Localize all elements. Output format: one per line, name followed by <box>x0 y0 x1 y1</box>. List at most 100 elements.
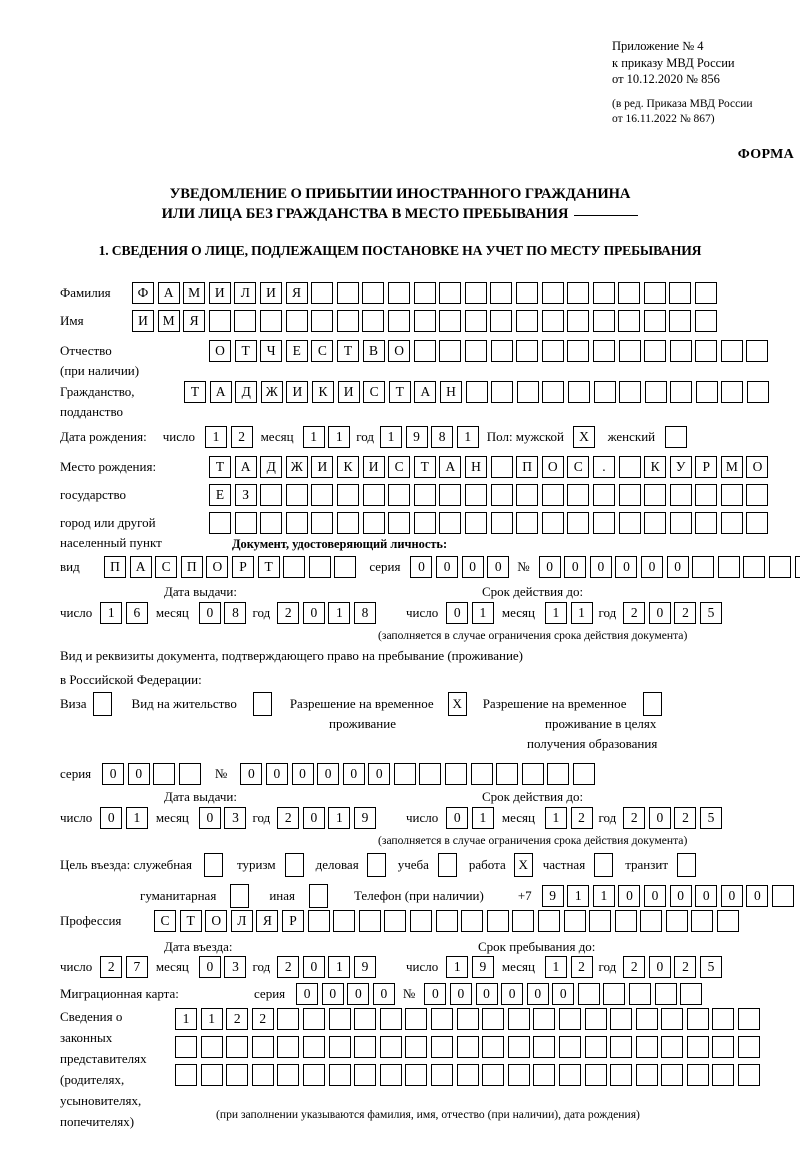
char-box[interactable]: 1 <box>302 426 325 448</box>
char-box[interactable] <box>328 1036 351 1058</box>
char-box[interactable]: 1 <box>544 602 567 624</box>
char-box[interactable] <box>490 310 513 332</box>
char-box[interactable]: 2 <box>570 956 593 978</box>
char-box[interactable] <box>686 1064 709 1086</box>
char-box[interactable] <box>464 512 487 534</box>
char-box[interactable] <box>618 456 641 478</box>
char-box[interactable]: 1 <box>328 807 351 829</box>
char-box[interactable]: 1 <box>125 807 148 829</box>
char-box[interactable] <box>769 556 792 578</box>
char-box[interactable] <box>379 1008 402 1030</box>
char-box[interactable]: 0 <box>644 885 667 907</box>
purpose-official-checkbox[interactable] <box>203 853 223 877</box>
char-box[interactable] <box>175 1036 197 1058</box>
char-box[interactable] <box>388 512 411 534</box>
char-box[interactable]: С <box>567 456 590 478</box>
char-box[interactable]: 1 <box>200 1008 223 1030</box>
char-box[interactable]: 0 <box>368 763 391 785</box>
char-box[interactable]: А <box>414 381 437 403</box>
char-box[interactable] <box>209 512 231 534</box>
char-box[interactable] <box>558 1036 581 1058</box>
char-box[interactable] <box>464 340 487 362</box>
char-box[interactable]: 2 <box>100 956 123 978</box>
char-box[interactable] <box>413 512 436 534</box>
char-box[interactable]: 1 <box>446 956 469 978</box>
char-box[interactable]: 0 <box>410 556 433 578</box>
char-box[interactable] <box>405 1008 428 1030</box>
char-box[interactable]: 2 <box>674 807 697 829</box>
char-box[interactable]: 0 <box>296 983 319 1005</box>
char-box[interactable] <box>490 282 513 304</box>
char-box[interactable] <box>712 1064 735 1086</box>
char-box[interactable]: 0 <box>240 763 263 785</box>
char-box[interactable]: 0 <box>102 763 125 785</box>
char-box[interactable]: 0 <box>302 807 325 829</box>
char-box[interactable]: 3 <box>224 807 247 829</box>
char-box[interactable] <box>542 381 565 403</box>
char-box[interactable] <box>439 340 462 362</box>
char-box[interactable]: О <box>541 456 564 478</box>
char-box[interactable] <box>461 910 484 932</box>
char-box[interactable] <box>277 1064 300 1086</box>
char-box[interactable] <box>409 910 432 932</box>
char-box[interactable] <box>226 1036 249 1058</box>
char-box[interactable] <box>669 310 692 332</box>
char-box[interactable] <box>592 340 615 362</box>
char-box[interactable]: 1 <box>379 426 402 448</box>
char-box[interactable] <box>584 1008 607 1030</box>
char-box[interactable] <box>208 310 231 332</box>
char-box[interactable]: 0 <box>487 556 510 578</box>
char-box[interactable]: А <box>129 556 152 578</box>
char-box[interactable] <box>413 484 436 506</box>
char-box[interactable]: О <box>209 340 231 362</box>
char-box[interactable]: 0 <box>317 763 340 785</box>
visa-checkbox[interactable] <box>92 692 112 716</box>
char-box[interactable] <box>430 1036 453 1058</box>
char-box[interactable]: 2 <box>570 807 593 829</box>
char-box[interactable] <box>507 1064 530 1086</box>
char-box[interactable] <box>354 1064 377 1086</box>
char-box[interactable]: 2 <box>623 956 646 978</box>
char-box[interactable]: 9 <box>354 956 377 978</box>
char-box[interactable]: 0 <box>302 602 325 624</box>
char-box[interactable]: К <box>311 381 334 403</box>
char-box[interactable] <box>175 1064 197 1086</box>
char-box[interactable] <box>470 763 493 785</box>
char-box[interactable] <box>584 1064 607 1086</box>
char-box[interactable]: 9 <box>354 807 377 829</box>
char-box[interactable] <box>413 340 436 362</box>
char-box[interactable]: 1 <box>592 885 615 907</box>
char-box[interactable] <box>567 310 590 332</box>
purpose-other-checkbox[interactable] <box>308 884 328 908</box>
char-box[interactable] <box>362 512 385 534</box>
char-box[interactable]: Т <box>234 340 257 362</box>
char-box[interactable]: Я <box>183 310 206 332</box>
char-box[interactable] <box>541 484 564 506</box>
char-box[interactable]: 0 <box>347 983 370 1005</box>
char-box[interactable] <box>746 512 769 534</box>
char-box[interactable] <box>712 1008 735 1030</box>
char-box[interactable] <box>379 1036 402 1058</box>
char-box[interactable]: 0 <box>291 763 314 785</box>
char-box[interactable] <box>234 310 257 332</box>
char-box[interactable] <box>328 1064 351 1086</box>
char-box[interactable]: 0 <box>552 983 575 1005</box>
char-box[interactable] <box>336 484 359 506</box>
char-box[interactable] <box>445 763 468 785</box>
char-box[interactable] <box>691 910 714 932</box>
char-box[interactable] <box>251 1036 274 1058</box>
char-box[interactable]: 1 <box>175 1008 197 1030</box>
char-box[interactable]: К <box>336 456 359 478</box>
char-box[interactable]: 1 <box>471 807 494 829</box>
char-box[interactable] <box>362 310 385 332</box>
